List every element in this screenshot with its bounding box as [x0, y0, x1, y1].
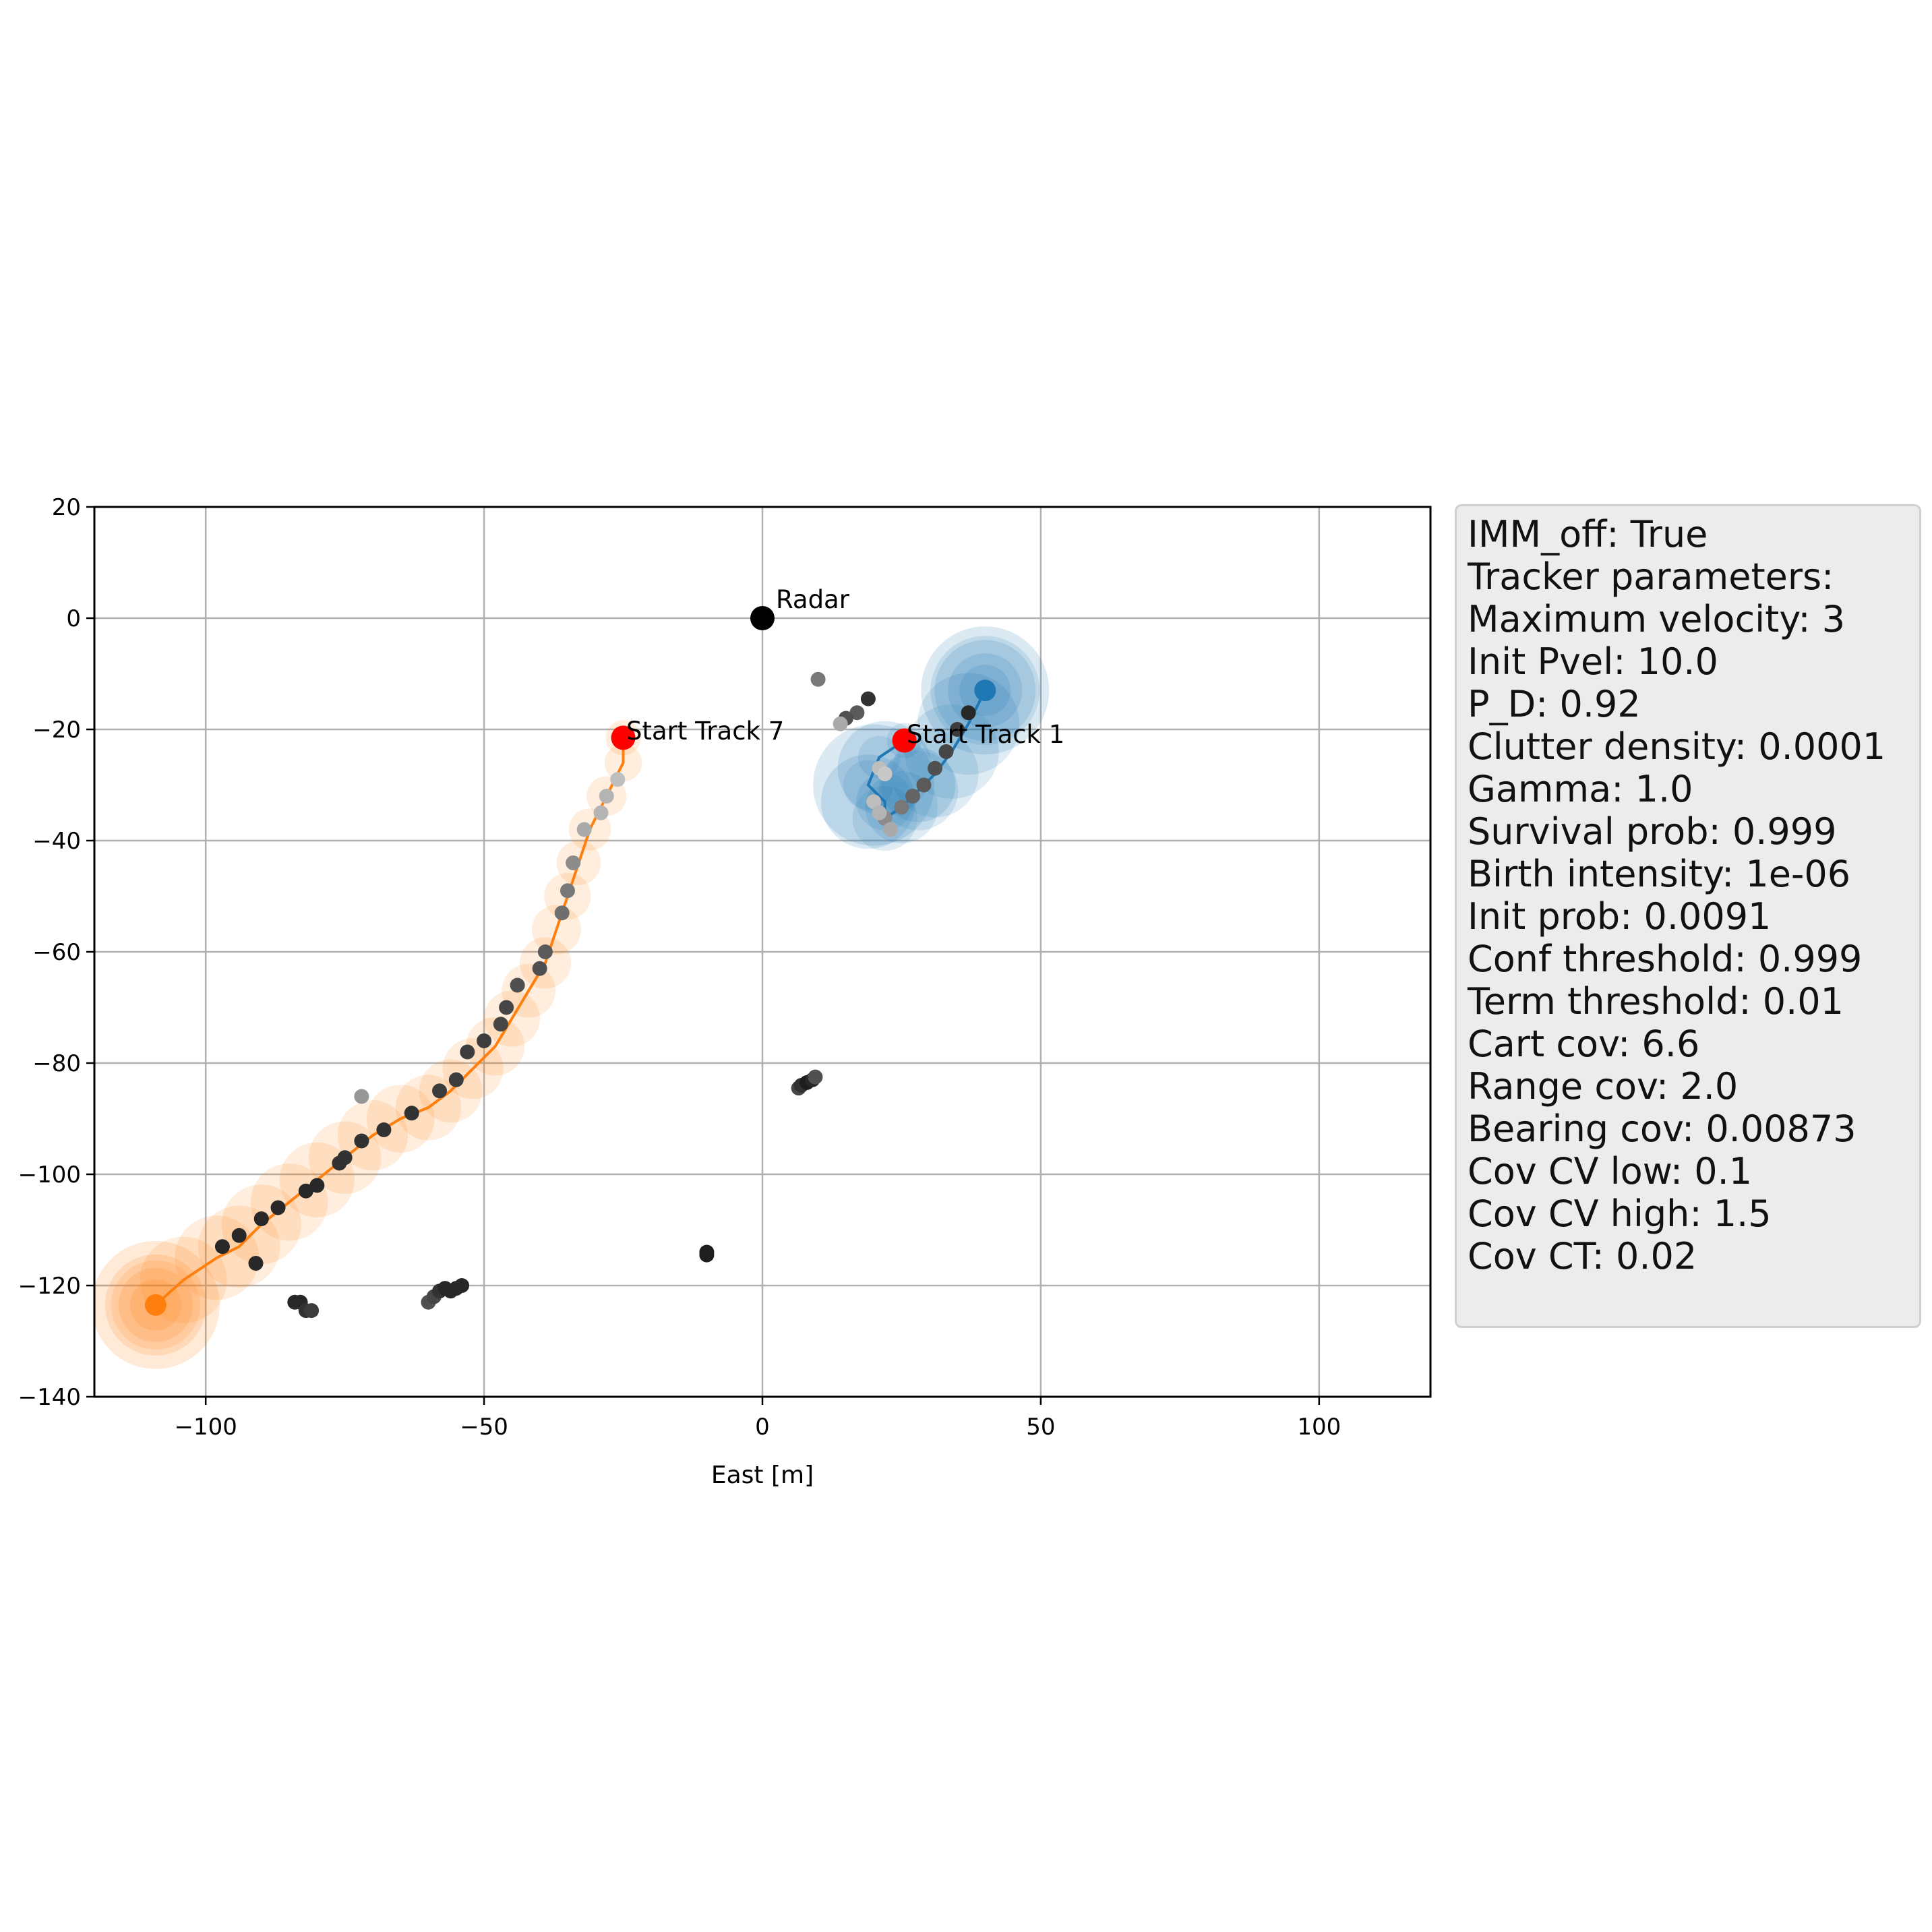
parameter-line: Range cov: 2.0	[1468, 1065, 1739, 1108]
parameter-line: Cart cov: 6.6	[1468, 1023, 1700, 1065]
measurement-point	[532, 961, 547, 976]
data-area	[94, 606, 1050, 1369]
parameter-line: IMM_off: True	[1468, 513, 1708, 555]
parameter-line: Clutter density: 0.0001	[1468, 725, 1886, 768]
axis-ticks: −100 −50 0 50 100 20 0 −20 −40 −60 −80 −100 −120 −140	[18, 494, 1341, 1441]
measurement-point	[894, 799, 909, 815]
measurement-point	[309, 1178, 325, 1193]
measurement-point	[928, 760, 943, 776]
radar-label: Radar	[776, 585, 850, 614]
measurement-point	[231, 1228, 247, 1243]
parameter-line: Cov CV low: 0.1	[1468, 1150, 1753, 1193]
measurement-point	[214, 1239, 230, 1255]
measurement-point	[866, 794, 882, 810]
tracker-parameters-box: IMM_off: True Tracker parameters: Maximum …	[1455, 504, 1921, 1328]
parameter-line: Gamma: 1.0	[1468, 768, 1693, 810]
measurement-point	[499, 1000, 514, 1015]
start-track-1-label: Start Track 1	[907, 720, 1064, 749]
start-track-7-label: Start Track 7	[626, 717, 784, 746]
y-tick-label: −60	[32, 939, 81, 966]
measurement-point	[882, 822, 898, 837]
parameter-line: Init Pvel: 10.0	[1468, 640, 1718, 683]
measurement-point	[376, 1122, 392, 1137]
measurement-point	[432, 1083, 448, 1099]
measurement-point	[938, 744, 954, 759]
parameter-line: Cov CV high: 1.5	[1468, 1193, 1772, 1235]
measurement-point	[510, 977, 525, 993]
start-track-7-marker	[611, 725, 636, 750]
measurement-point	[833, 716, 848, 731]
measurement-point	[554, 905, 570, 921]
measurement-point	[808, 1069, 823, 1085]
annotations: Radar Start Track 7 Start Track 1	[626, 585, 1064, 749]
measurement-point	[354, 1089, 369, 1104]
x-tick-label: −50	[460, 1414, 508, 1441]
measurement-point	[404, 1106, 419, 1121]
measurement-point	[448, 1072, 464, 1087]
measurement-point	[860, 691, 876, 706]
measurement-point	[905, 789, 920, 804]
measurement-point	[916, 777, 932, 793]
start-track-1-marker	[892, 728, 917, 753]
x-axis-title: East [m]	[711, 1461, 814, 1489]
measurement-point	[810, 671, 826, 687]
parameter-line: Cov CT: 0.02	[1468, 1235, 1697, 1277]
x-tick-label: 100	[1297, 1414, 1341, 1441]
parameter-line: Maximum velocity: 3	[1468, 598, 1846, 640]
y-tick-label: 0	[66, 605, 81, 632]
y-tick-label: −140	[18, 1384, 81, 1411]
parameter-line: Bearing cov: 0.00873	[1468, 1108, 1856, 1150]
measurement-point	[610, 772, 626, 787]
measurement-point	[537, 944, 553, 959]
measurement-point	[304, 1303, 320, 1319]
measurement-point	[593, 805, 609, 820]
x-tick-label: 0	[755, 1414, 770, 1441]
measurement-point	[566, 855, 581, 870]
track1-covariance	[813, 724, 935, 846]
measurement-point	[298, 1183, 313, 1199]
measurement-point	[961, 705, 976, 721]
measurement-point	[699, 1247, 715, 1263]
measurement-point	[872, 805, 887, 820]
y-tick-label: 20	[52, 494, 81, 521]
measurement-point	[560, 883, 575, 899]
measurement-point	[849, 705, 865, 721]
measurement-point	[454, 1278, 470, 1293]
measurement-point	[460, 1044, 475, 1060]
parameter-line: Survival prob: 0.999	[1468, 810, 1837, 853]
parameter-line: P_D: 0.92	[1468, 683, 1641, 725]
measurement-point	[877, 766, 893, 781]
measurement-point	[332, 1155, 347, 1171]
radar-marker	[750, 606, 775, 630]
y-tick-label: −120	[18, 1273, 81, 1300]
parameter-line: Birth intensity: 1e-06	[1468, 853, 1851, 895]
x-tick-label: 50	[1026, 1414, 1055, 1441]
y-tick-label: −100	[18, 1161, 81, 1188]
measurement-point	[493, 1017, 508, 1032]
grid	[94, 506, 1430, 1398]
parameter-line: Conf threshold: 0.999	[1468, 938, 1863, 980]
x-tick-label: −100	[174, 1414, 237, 1441]
y-tick-label: −20	[32, 717, 81, 744]
measurement-point	[599, 789, 614, 804]
parameter-line: Init prob: 0.0091	[1468, 895, 1772, 938]
measurement-point	[248, 1256, 264, 1271]
measurement-point	[270, 1200, 286, 1215]
track1-endpoint	[974, 680, 996, 702]
parameter-line: Tracker parameters:	[1468, 555, 1834, 598]
measurement-point	[950, 722, 965, 737]
track7-endpoint	[144, 1294, 167, 1316]
y-tick-label: −80	[32, 1050, 81, 1077]
measurement-point	[253, 1211, 269, 1226]
parameter-line: Term threshold: 0.01	[1468, 980, 1844, 1023]
measurement-point	[576, 822, 592, 837]
measurement-point	[354, 1133, 369, 1149]
y-tick-label: −40	[32, 828, 81, 855]
measurement-point	[477, 1033, 492, 1048]
